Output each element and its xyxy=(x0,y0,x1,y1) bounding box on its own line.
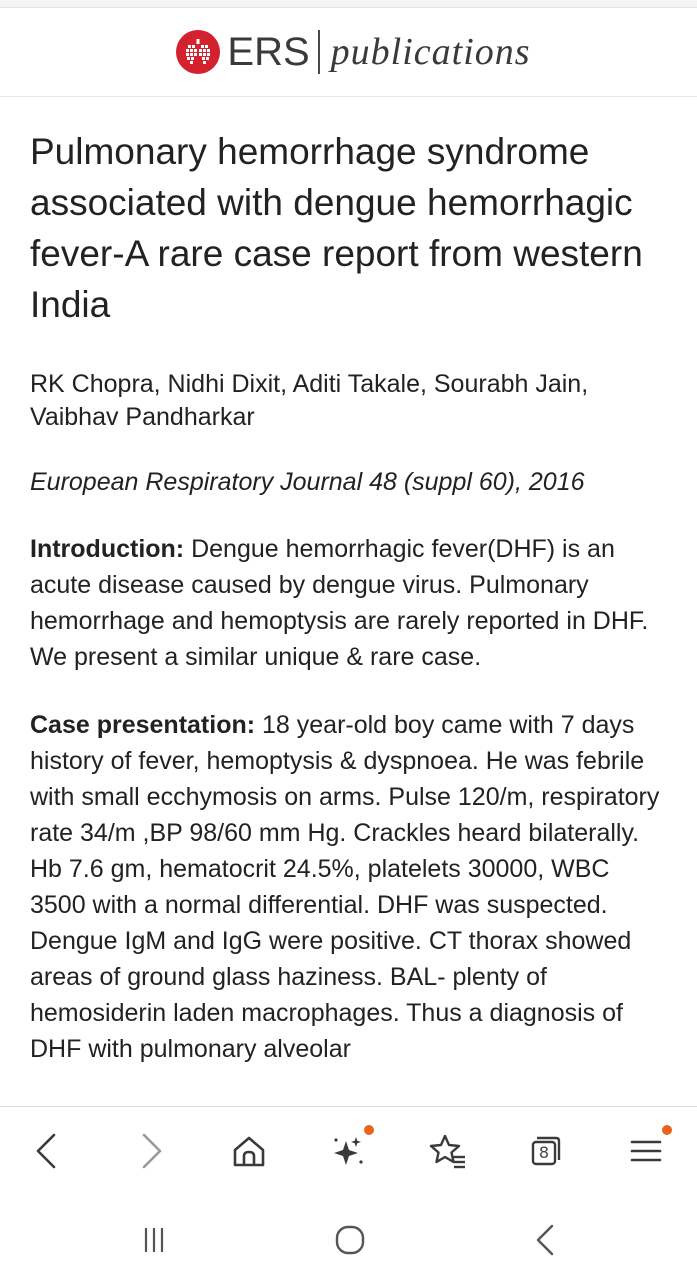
system-navigation-bar xyxy=(0,1200,697,1280)
article-authors: RK Chopra, Nidhi Dixit, Aditi Takale, So… xyxy=(30,370,589,431)
introduction-text: Dengue hemorrhagic fever(DHF) is an acut… xyxy=(30,535,649,671)
introduction-paragraph: Introduction: Dengue hemorrhagic fever(D… xyxy=(30,531,670,675)
back-button[interactable] xyxy=(23,1127,71,1175)
home-circle-icon xyxy=(335,1225,365,1255)
system-back-button[interactable] xyxy=(522,1216,570,1264)
logo-ers-text: ERS xyxy=(227,29,310,74)
home-button[interactable] xyxy=(225,1127,273,1175)
article-title: Pulmonary hemorrhage syndrome associated… xyxy=(30,131,643,325)
ers-logo-icon xyxy=(176,30,221,74)
sparkle-button[interactable] xyxy=(324,1125,374,1175)
ers-logo[interactable]: ERS publications xyxy=(176,30,530,75)
article-journal: European Respiratory Journal 48 (suppl 6… xyxy=(30,468,585,496)
tabs-button[interactable]: 8 xyxy=(522,1127,570,1175)
case-presentation-text: 18 year-old boy came with 7 days history… xyxy=(30,711,660,1063)
article-content: Pulmonary hemorrhage syndrome associated… xyxy=(30,96,670,1106)
back-chevron-icon xyxy=(536,1224,554,1256)
recent-apps-button[interactable] xyxy=(130,1216,178,1264)
recent-apps-icon xyxy=(144,1228,164,1252)
site-header: ERS publications xyxy=(0,8,697,97)
logo-divider xyxy=(317,30,320,74)
status-area xyxy=(0,0,697,8)
sparkle-icon xyxy=(334,1137,363,1165)
menu-badge xyxy=(662,1125,672,1135)
content-fade xyxy=(0,1086,697,1108)
tab-count: 8 xyxy=(538,1143,550,1162)
case-presentation-paragraph: Case presentation: 18 year-old boy came … xyxy=(30,707,670,1067)
back-icon xyxy=(36,1133,56,1169)
browser-toolbar: 8 xyxy=(0,1106,697,1201)
forward-button[interactable] xyxy=(127,1127,175,1175)
tabs-icon xyxy=(531,1136,561,1166)
menu-button[interactable] xyxy=(622,1125,672,1175)
home-icon xyxy=(233,1136,265,1167)
introduction-label: Introduction: xyxy=(30,535,185,563)
system-home-button[interactable] xyxy=(326,1216,374,1264)
menu-icon xyxy=(630,1140,662,1162)
bookmarks-button[interactable] xyxy=(424,1127,472,1175)
case-presentation-label: Case presentation: xyxy=(30,711,256,739)
forward-icon xyxy=(142,1133,162,1169)
bookmark-star-icon xyxy=(429,1134,465,1169)
sparkle-badge xyxy=(364,1125,374,1135)
logo-publications-text: publications xyxy=(330,31,531,73)
